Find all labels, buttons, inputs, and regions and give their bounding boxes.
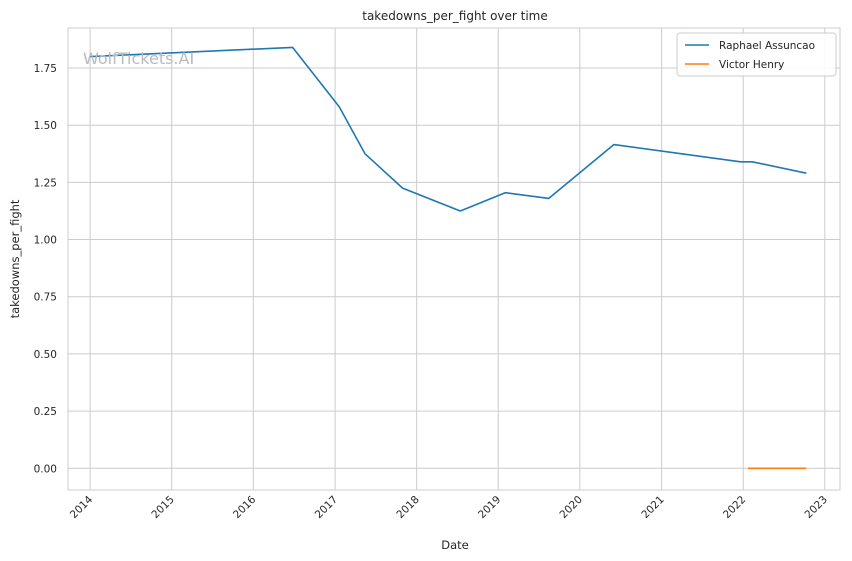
legend-label-raphael-assuncao: Raphael Assuncao bbox=[719, 40, 815, 52]
y-tick-label: 0.25 bbox=[34, 406, 57, 418]
y-tick-label: 0.00 bbox=[34, 463, 57, 475]
legend-box bbox=[676, 32, 837, 77]
x-tick-label: 2016 bbox=[231, 493, 259, 521]
y-tick-label: 1.00 bbox=[34, 235, 57, 247]
y-axis-label: takedowns_per_fight bbox=[8, 199, 22, 318]
plot-frame bbox=[67, 27, 841, 491]
x-axis-label: Date bbox=[441, 538, 469, 552]
legend-label-victor-henry: Victor Henry bbox=[719, 59, 784, 71]
y-tick-label: 1.25 bbox=[34, 177, 57, 189]
x-tick-label: 2023 bbox=[803, 494, 830, 521]
y-tick-label: 1.50 bbox=[34, 120, 57, 132]
x-tick-label: 2020 bbox=[558, 494, 585, 521]
x-tick-label: 2018 bbox=[394, 494, 421, 521]
x-tick-label: 2022 bbox=[721, 494, 748, 521]
x-tick-label: 2017 bbox=[313, 494, 340, 521]
x-tick-label: 2021 bbox=[639, 494, 666, 521]
watermark: WolfTickets.AI bbox=[83, 49, 194, 68]
y-tick-label: 1.75 bbox=[34, 63, 57, 75]
series-layer bbox=[90, 46, 807, 470]
series-line-raphael-assuncao bbox=[90, 46, 807, 212]
legend: Raphael Assuncao Victor Henry bbox=[676, 32, 837, 77]
x-tick-label: 2019 bbox=[476, 494, 503, 521]
y-tick-labels: 0.00 0.25 0.50 0.75 1.00 1.25 1.50 1.75 bbox=[34, 63, 57, 475]
chart-title: takedowns_per_fight over time bbox=[362, 9, 548, 23]
y-tick-label: 0.75 bbox=[34, 292, 57, 304]
y-tick-label: 0.50 bbox=[34, 349, 57, 361]
x-tick-label: 2015 bbox=[149, 494, 176, 521]
grid bbox=[68, 28, 840, 490]
x-tick-label: 2014 bbox=[68, 493, 96, 521]
x-tick-labels: 2014 2015 2016 2017 2018 2019 2020 2021 2022 2023 bbox=[68, 493, 830, 521]
